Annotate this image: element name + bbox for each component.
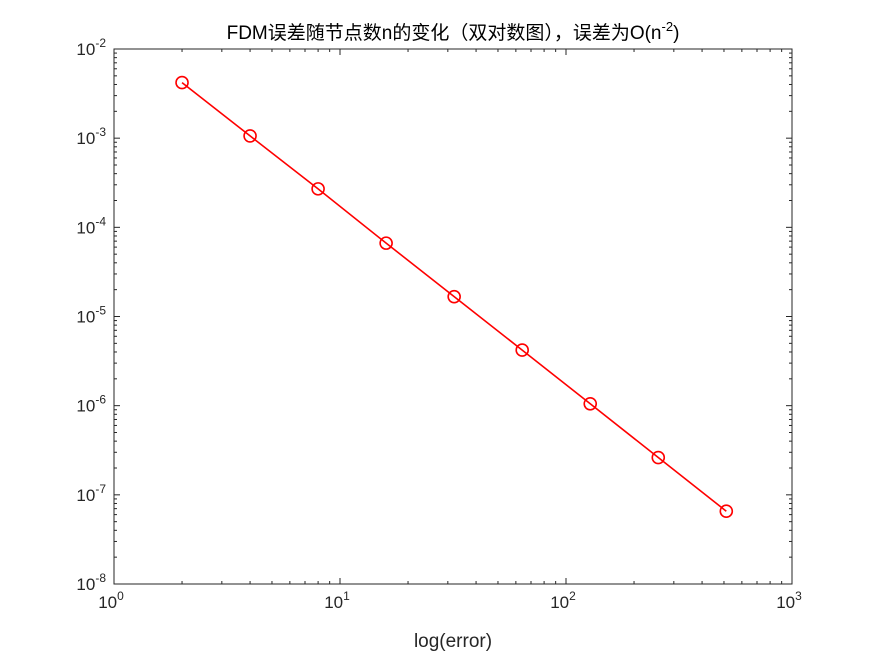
y-tick-exponent: -8 [95,571,106,585]
axes-frame [113,48,793,585]
y-tick-exponent: -3 [95,125,106,139]
x-tick-base: 10 [324,593,343,612]
y-tick-base: 10 [76,129,95,148]
y-tick-label: 10-6 [76,393,106,416]
chart-title: FDM误差随节点数n的变化（双对数图），误差为O(n-2) [227,19,680,44]
plot-area [114,49,792,584]
series-line [181,81,727,512]
data-point-marker [379,236,393,250]
x-tick-exponent: 3 [795,589,802,603]
data-point-marker [515,343,529,357]
data-point-marker [175,75,189,90]
x-tick-base: 10 [776,593,795,612]
y-tick-label: 10-7 [76,482,106,505]
y-tick-base: 10 [76,40,95,59]
y-tick-label: 10-3 [76,125,106,148]
y-tick-label: 10-4 [76,214,106,237]
data-point-marker [719,504,734,519]
x-tick-label: 103 [776,589,802,612]
y-tick-exponent: -6 [95,393,106,407]
data-point-marker [447,289,461,304]
y-tick-exponent: -2 [95,36,106,50]
y-tick-label: 10-8 [76,571,106,594]
y-tick-exponent: -4 [95,214,106,228]
chart-title-main: FDM误差随节点数n的变化（双对数图），误差为O(n [227,22,662,44]
y-tick-base: 10 [76,397,95,416]
x-tick-label: 101 [324,589,350,612]
x-tick-exponent: 1 [343,589,350,603]
data-point-marker [243,129,257,143]
y-tick-base: 10 [76,486,95,505]
series-layer [175,75,734,519]
x-tick-base: 10 [550,593,569,612]
chart-title-exponent: -2 [662,19,674,34]
y-tick-exponent: -5 [95,304,106,318]
y-tick-base: 10 [76,575,95,594]
data-point-marker [651,450,666,465]
x-tick-exponent: 2 [569,589,576,603]
y-tick-exponent: -7 [95,482,106,496]
x-tick-label: 102 [550,589,576,612]
x-axis-label: log(error) [414,631,492,652]
x-tick-label: 100 [98,589,124,612]
y-tick-base: 10 [76,308,95,327]
data-point-marker [583,396,598,411]
y-tick-label: 10-2 [76,36,106,59]
chart-title-tail: ) [673,23,679,44]
x-tick-base: 10 [98,593,117,612]
data-point-marker [311,182,325,196]
x-tick-exponent: 0 [117,589,124,603]
y-tick-label: 10-5 [76,304,106,327]
y-tick-base: 10 [76,218,95,237]
